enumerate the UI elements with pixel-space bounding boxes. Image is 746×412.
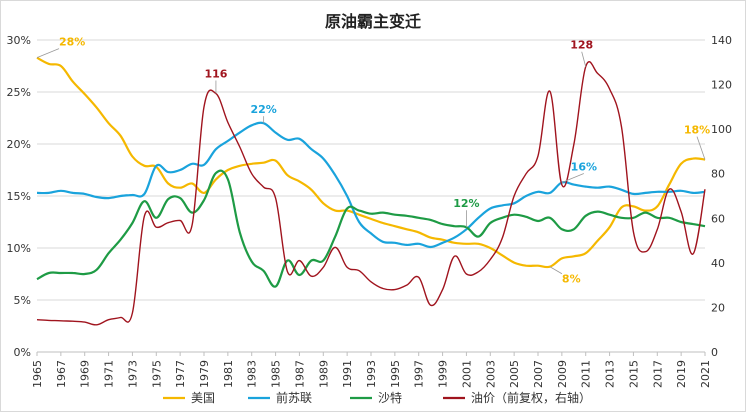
annotation-label: 18% <box>684 124 710 137</box>
x-tick-label: 2005 <box>508 360 521 388</box>
x-tick-label: 1987 <box>293 360 306 388</box>
series-layer <box>36 56 706 326</box>
x-tick-label: 1993 <box>365 360 378 388</box>
y-right-tick-label: 60 <box>711 212 725 225</box>
x-tick-label: 1989 <box>317 360 330 388</box>
legend-label: 前苏联 <box>276 390 312 405</box>
y-left-tick-label: 20% <box>7 138 31 151</box>
series-line-前苏联 <box>36 121 706 249</box>
y-right-tick-label: 40 <box>711 257 725 270</box>
x-tick-label: 1967 <box>55 360 68 388</box>
y-left-tick-label: 15% <box>7 190 31 203</box>
x-tick-label: 1971 <box>103 360 116 388</box>
x-tick-label: 2015 <box>627 360 640 388</box>
y-right-tick-label: 120 <box>711 79 732 92</box>
x-tick-label: 2001 <box>460 360 473 388</box>
x-tick-label: 2009 <box>556 360 569 388</box>
legend-label: 美国 <box>191 391 215 405</box>
annotation-label: 116 <box>204 67 227 80</box>
annotation-leader <box>561 173 585 183</box>
series-line-油价（前复权，右轴） <box>36 61 706 326</box>
x-tick-label: 2021 <box>699 360 712 388</box>
annotation-label: 16% <box>571 160 597 173</box>
series-line-美国 <box>36 56 706 269</box>
x-tick-label: 2017 <box>651 360 664 388</box>
x-tick-label: 1995 <box>389 360 402 388</box>
annotation-leader <box>581 51 587 67</box>
annotation-label: 12% <box>453 197 479 210</box>
y-left-tick-label: 25% <box>7 86 31 99</box>
x-tick-label: 2007 <box>532 360 545 388</box>
annotation-label: 22% <box>250 103 276 116</box>
legend-label: 油价（前复权，右轴） <box>471 390 591 405</box>
y-right-tick-label: 100 <box>711 123 732 136</box>
annotation-label: 8% <box>562 273 581 286</box>
x-tick-label: 1981 <box>222 360 235 388</box>
y-left-tick-label: 30% <box>7 34 31 47</box>
x-tick-label: 2003 <box>484 360 497 388</box>
x-tick-label: 1975 <box>150 360 163 388</box>
y-right-tick-label: 20 <box>711 301 725 314</box>
x-tick-label: 1999 <box>437 360 450 388</box>
x-tick-label: 1965 <box>31 360 44 388</box>
y-right-tick-label: 80 <box>711 168 725 181</box>
x-tick-label: 1969 <box>79 360 92 388</box>
y-left-tick-label: 10% <box>7 242 31 255</box>
axes-layer: 0% 5% 10% 15% 20% 25% 30% 0 20 40 60 80 100 120 140 196… <box>7 34 732 388</box>
legend-label: 沙特 <box>378 390 402 405</box>
chart-title: 原油霸主变迁 <box>325 12 421 31</box>
x-tick-label: 2011 <box>580 360 593 388</box>
y-left-tick-label: 5% <box>14 294 31 307</box>
annotation-label: 128 <box>570 39 593 52</box>
x-tick-label: 1983 <box>246 360 259 388</box>
annotation-layer: 28% 116 22% 12% 128 16% 8% 18% <box>36 36 710 286</box>
x-tick-label: 1985 <box>270 360 283 388</box>
x-tick-label: 1979 <box>198 360 211 388</box>
series-line-沙特 <box>36 169 706 288</box>
x-tick-label: 2013 <box>604 360 617 388</box>
x-tick-label: 1997 <box>413 360 426 388</box>
y-right-tick-label: 140 <box>711 34 732 47</box>
x-tick-label: 2019 <box>675 360 688 388</box>
y-left-tick-label: 0% <box>14 346 31 359</box>
y-right-tick-label: 0 <box>711 346 718 359</box>
annotation-leader <box>696 136 706 160</box>
annotation-label: 28% <box>59 36 85 49</box>
annotation-leader <box>549 266 563 275</box>
x-tick-label: 1973 <box>126 360 139 388</box>
legend: 美国 前苏联 沙特 油价（前复权，右轴） <box>163 390 591 405</box>
annotation-leader <box>36 48 60 59</box>
x-tick-label: 1977 <box>174 360 187 388</box>
x-tick-label: 1991 <box>341 360 354 388</box>
